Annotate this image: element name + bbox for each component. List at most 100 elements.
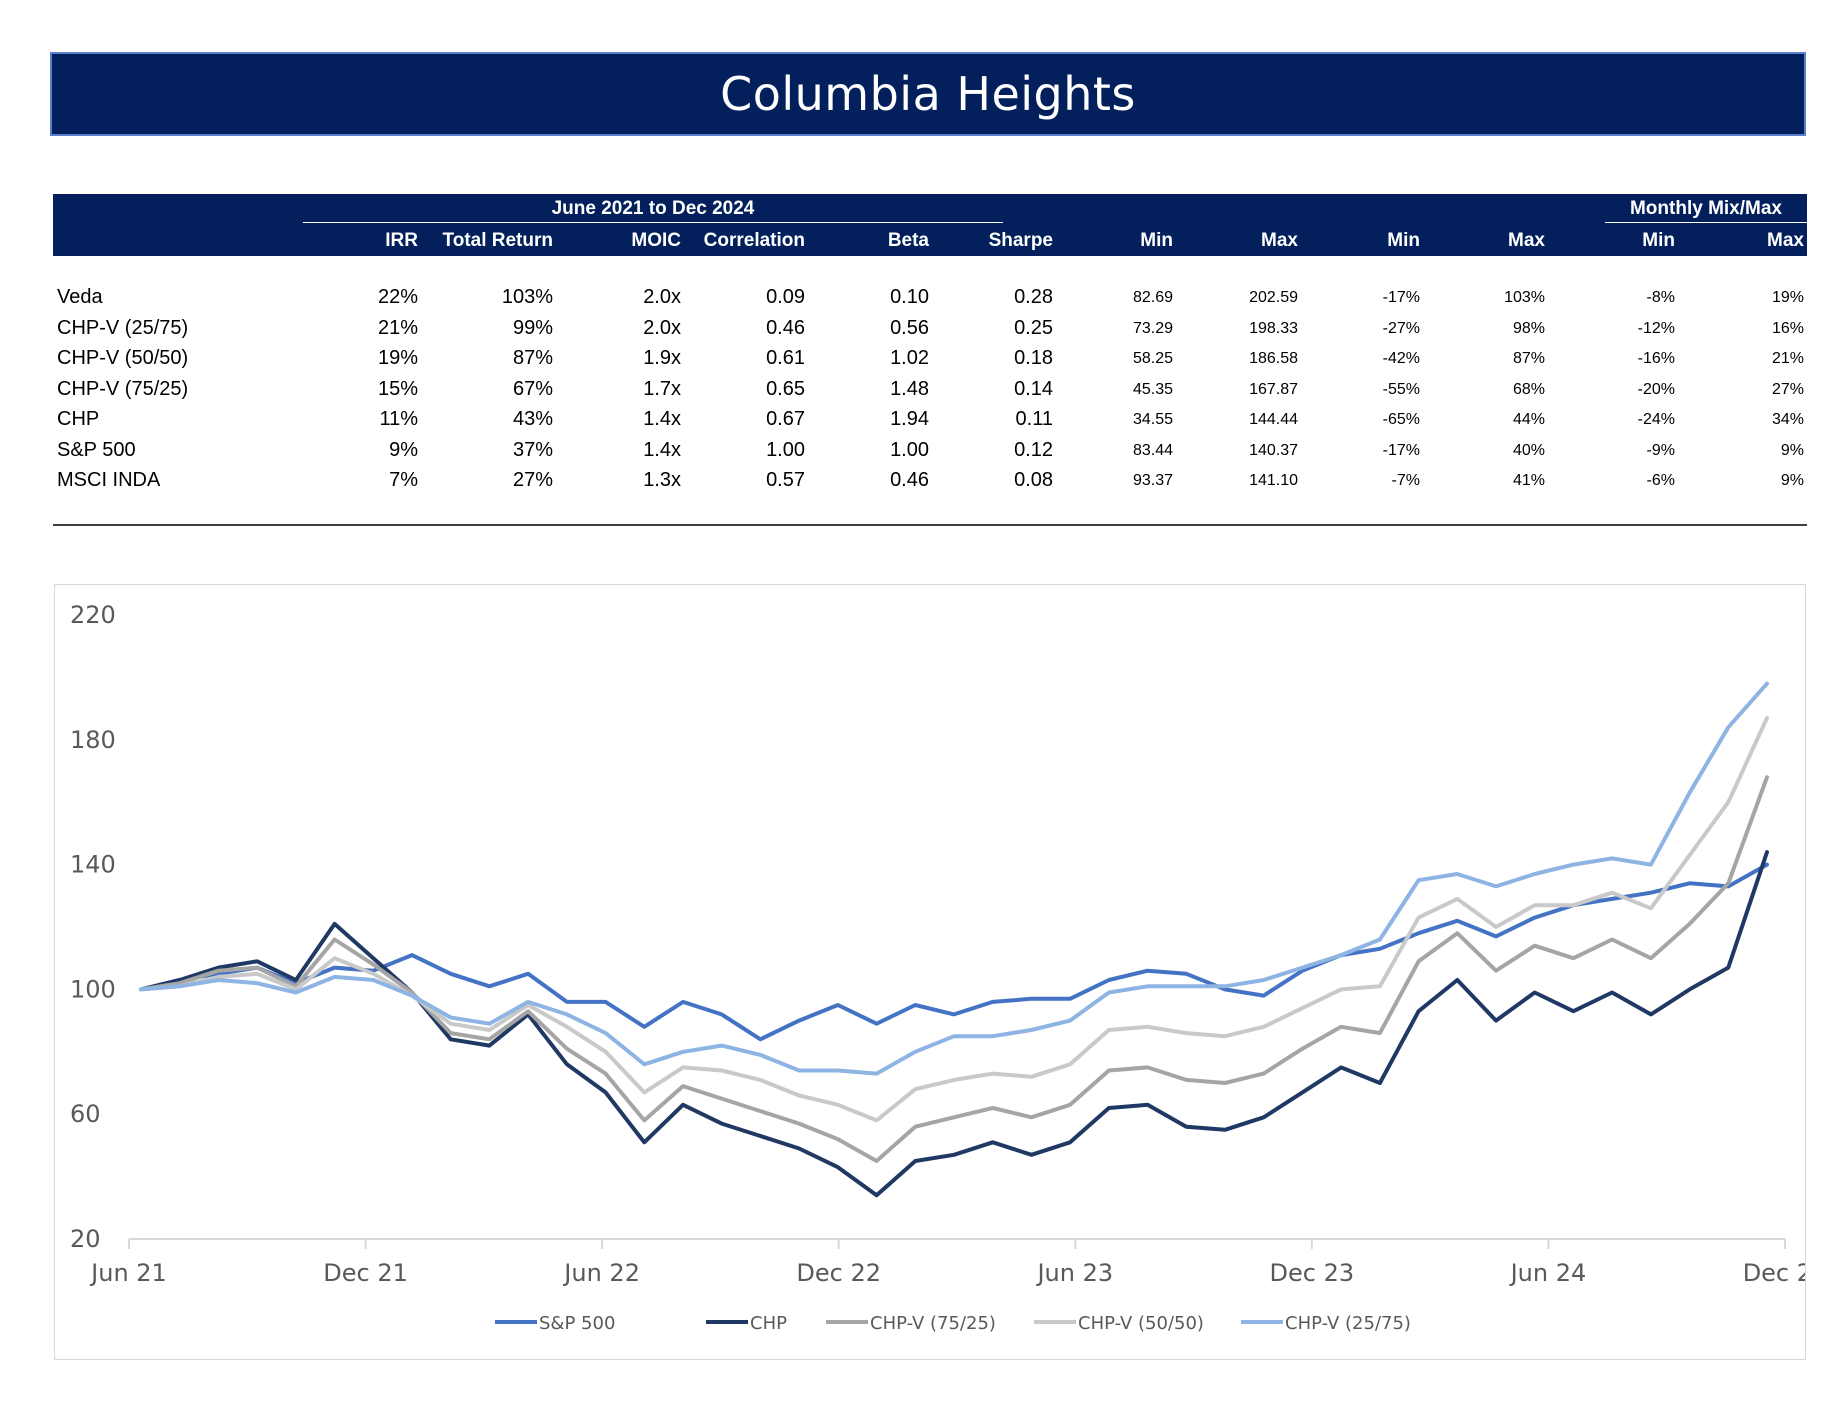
table-cell: 9% — [1780, 441, 1804, 459]
column-header: IRR — [385, 230, 418, 251]
series-line-chp-v-25-75 — [139, 681, 1769, 1076]
table-row: CHP-V (25/75) 21% 99% 2.0x 0.46 0.56 0.25 73.29… — [53, 317, 1807, 348]
table-cell: 0.18 — [1014, 347, 1053, 369]
column-header: MOIC — [631, 230, 681, 251]
table-cell: 93.37 — [1132, 472, 1173, 489]
table-row: Veda 22% 103% 2.0x 0.09 0.10 0.28 82.69 202.59 -1… — [53, 286, 1807, 317]
table-cell: 198.33 — [1249, 319, 1298, 337]
table-cell: 1.9x — [643, 347, 681, 369]
table-cell: -16% — [1637, 350, 1675, 367]
page-title: Columbia Heights — [720, 67, 1136, 121]
table-cell: 27% — [1771, 380, 1804, 398]
x-tick-label: Dec 24 — [1743, 1259, 1805, 1287]
table-cell: 68% — [1512, 380, 1545, 398]
table-cell: 0.11 — [1015, 408, 1053, 430]
table-cell: 0.25 — [1014, 316, 1053, 339]
table-cell: 45.35 — [1132, 380, 1173, 398]
series-line-chp-v-50-50 — [139, 716, 1769, 1123]
table-cell: 7% — [389, 469, 418, 491]
table-cell: 202.59 — [1249, 289, 1298, 306]
series-line-s-p-500 — [139, 862, 1769, 1042]
series-line-chp — [139, 850, 1769, 1198]
table-cell: 21% — [1771, 350, 1804, 367]
table-cell: 1.4x — [643, 408, 681, 430]
table-cell: 0.56 — [890, 316, 929, 339]
table-cell: 58.25 — [1132, 350, 1173, 367]
group-underline-period — [303, 222, 1003, 223]
table-cell: 0.61 — [766, 347, 805, 369]
table-cell: 1.02 — [890, 347, 929, 369]
x-tick-label: Dec 21 — [323, 1259, 408, 1287]
column-header: Max — [1767, 230, 1804, 251]
stats-body: Veda 22% 103% 2.0x 0.09 0.10 0.28 82.69 202.59 -1… — [53, 256, 1807, 500]
legend-label: CHP-V (50/50) — [1078, 1313, 1204, 1334]
table-cell: 41% — [1512, 472, 1545, 489]
table-cell: -55% — [1382, 380, 1420, 398]
row-label: CHP-V (50/50) — [57, 347, 189, 369]
table-cell: -24% — [1637, 411, 1675, 428]
table-cell: 1.00 — [890, 438, 929, 461]
chart-frame: 220 180 140 100 60 20 Jun 21 Dec 21 Jun 22 Dec 22… — [54, 584, 1827, 1360]
table-cell: 140.37 — [1249, 441, 1298, 459]
table-cell: 16% — [1771, 319, 1804, 337]
y-tick-label: 220 — [70, 601, 116, 629]
y-tick-label: 20 — [70, 1225, 101, 1253]
group-underline-monthly — [1605, 222, 1807, 223]
row-label: CHP-V (75/25) — [57, 377, 189, 400]
row-label: MSCI INDA — [57, 469, 161, 491]
table-cell: 44% — [1512, 411, 1545, 428]
table-cell: 0.65 — [766, 377, 805, 400]
table-cell: -12% — [1637, 319, 1675, 337]
table-cell: 67% — [512, 377, 553, 400]
table-cell: 0.10 — [890, 286, 929, 308]
table-row: S&P 500 9% 37% 1.4x 1.00 1.00 0.12 83.44 140.37 -… — [53, 439, 1807, 470]
table-cell: 40% — [1512, 441, 1545, 459]
table-cell: 83.44 — [1132, 441, 1173, 459]
group-header-monthly: Monthly Mix/Max — [1629, 198, 1782, 219]
column-header: Max — [1261, 230, 1298, 251]
table-cell: 43% — [512, 408, 553, 430]
table-cell: 21% — [377, 316, 418, 339]
row-label: CHP — [57, 408, 100, 430]
table-cell: -7% — [1391, 472, 1420, 489]
table-cell: 19% — [377, 347, 418, 369]
table-cell: -17% — [1382, 441, 1420, 459]
table-row: MSCI INDA 7% 27% 1.3x 0.57 0.46 0.08 93.37 141.1… — [53, 469, 1807, 500]
table-cell: 0.08 — [1014, 469, 1053, 491]
table-cell: 9% — [1780, 472, 1804, 489]
table-cell: 87% — [512, 347, 553, 369]
table-cell: 1.7x — [643, 377, 681, 400]
table-cell: -6% — [1646, 472, 1675, 489]
table-cell: 0.14 — [1014, 377, 1053, 400]
table-row: CHP-V (75/25) 15% 67% 1.7x 0.65 1.48 0.14 45.35… — [53, 378, 1807, 409]
table-cell: 15% — [377, 377, 418, 400]
table-cell: 34% — [1771, 411, 1804, 428]
table-cell: 103% — [501, 286, 553, 308]
line-chart: 220 180 140 100 60 20 Jun 21 Dec 21 Jun 22 Dec 22… — [70, 601, 1827, 1334]
table-row: CHP 11% 43% 1.4x 0.67 1.94 0.11 34.55 144.44 -65%… — [53, 408, 1807, 439]
title-banner: Columbia Heights — [50, 52, 1806, 136]
table-cell: 141.10 — [1249, 472, 1298, 489]
x-tick-label: Dec 22 — [796, 1259, 881, 1287]
table-cell: 1.4x — [643, 438, 681, 461]
table-cell: 1.3x — [643, 469, 681, 491]
legend-label: CHP — [750, 1313, 787, 1334]
row-label: S&P 500 — [57, 438, 136, 461]
table-cell: 1.94 — [890, 408, 929, 430]
table-cell: 1.48 — [890, 377, 929, 400]
x-tick-label: Dec 23 — [1270, 1259, 1355, 1287]
x-tick-label: Jun 23 — [1035, 1259, 1113, 1287]
table-cell: 27% — [512, 469, 553, 491]
y-tick-label: 100 — [70, 975, 116, 1003]
column-header: Max — [1508, 230, 1545, 251]
table-cell: 103% — [1504, 289, 1545, 306]
y-tick-label: 60 — [70, 1100, 101, 1128]
column-header: Total Return — [442, 230, 553, 251]
column-header: Min — [1140, 230, 1173, 251]
table-cell: 19% — [1771, 289, 1804, 306]
column-header: Correlation — [703, 230, 805, 251]
table-cell: -65% — [1382, 411, 1420, 428]
stats-header: June 2021 to Dec 2024 Monthly Mix/Max IR… — [53, 194, 1807, 256]
table-cell: 144.44 — [1249, 411, 1298, 428]
table-cell: 0.46 — [766, 316, 805, 339]
